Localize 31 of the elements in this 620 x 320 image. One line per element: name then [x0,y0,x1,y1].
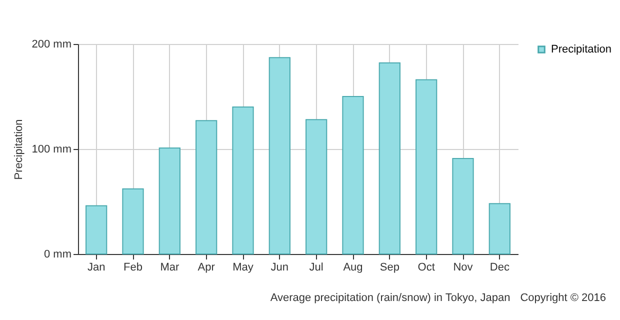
x-tick-label: Sep [380,262,400,274]
bar [232,106,254,254]
bar [196,120,218,254]
text: Average precipitation (rain/snow) in Tokyo, Japan [270,292,510,304]
x-tick-label: Oct [418,262,435,274]
bar [122,188,144,254]
bar [378,62,400,254]
bar [158,147,180,254]
y-axis-title: Precipitation [12,119,25,180]
x-tick-label: Jul [309,262,324,274]
y-tick-label: 100 mm [32,144,72,156]
bar [306,119,328,254]
x-tick-label: Mar [160,262,180,274]
bar [268,57,290,254]
x-tick-label: May [232,262,254,274]
x-tick-label: Dec [490,262,510,274]
bar [342,96,364,254]
x-tick-label: Aug [343,262,363,274]
x-tick-label: Apr [198,262,216,274]
y-tick-label: 0 mm [44,248,72,260]
bar [452,158,474,254]
bar [86,205,108,254]
text: Copyright © 2016 [520,292,606,304]
bar [416,79,438,254]
x-tick-label: Nov [453,262,474,274]
y-tick-label: 200 mm [32,38,72,50]
legend-label: Precipitation [551,44,612,56]
x-tick-label: Feb [124,262,142,274]
bar [488,203,510,254]
x-tick-label: Jun [270,262,289,274]
x-tick-label: Jan [87,262,106,274]
